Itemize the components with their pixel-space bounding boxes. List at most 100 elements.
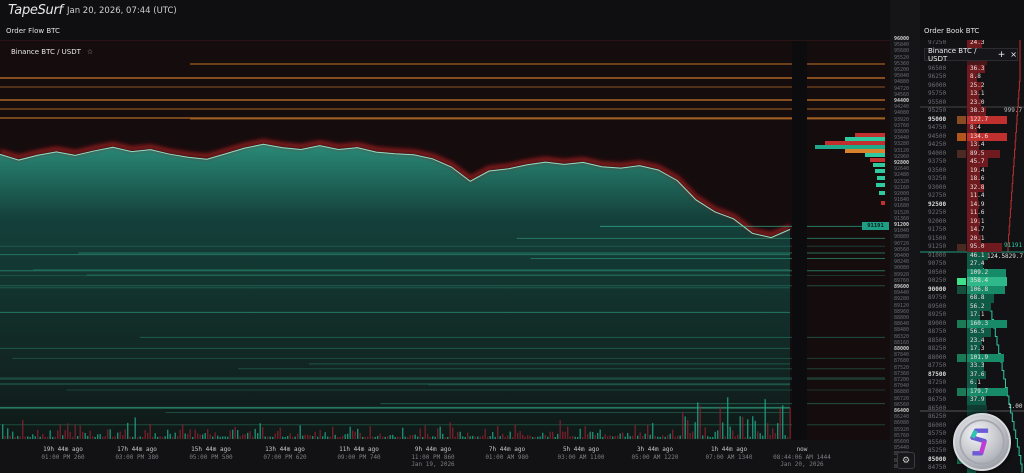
volume-bar	[244, 434, 246, 439]
price-axis-label: 92000	[894, 191, 910, 198]
volume-bar	[2, 424, 4, 439]
order-book-row[interactable]: 92250 11.6	[920, 209, 1024, 218]
order-book-row[interactable]: 93000 32.8	[920, 183, 1024, 192]
volume-bar	[437, 428, 439, 439]
volume-bar	[449, 422, 451, 439]
order-book-row[interactable]: 95250 38.3	[920, 107, 1024, 116]
volume-bar	[304, 434, 306, 439]
order-book-row[interactable]: 94250 13.4	[920, 141, 1024, 150]
order-book-row[interactable]: 86500	[920, 404, 1024, 413]
volume-bar	[764, 399, 766, 439]
order-book-row[interactable]: 87500 37.6	[920, 370, 1024, 379]
row-size: 17.3	[970, 345, 985, 352]
volume-bar	[172, 436, 174, 439]
order-book-row[interactable]: 91500 20.1	[920, 234, 1024, 243]
order-book-row[interactable]: 90000 106.8	[920, 285, 1024, 294]
symbol-selector[interactable]: Binance BTC / USDT ☆	[11, 48, 93, 56]
order-book-row[interactable]: 89250 17.1	[920, 311, 1024, 320]
order-book-row[interactable]: 86750 37.9	[920, 396, 1024, 405]
order-book-row[interactable]: 96000 25.2	[920, 81, 1024, 90]
volume-bar	[644, 433, 646, 439]
order-book-panel[interactable]: 97250 24.3 96500 36.3 96250 8.8 96000 25.2 95750…	[920, 40, 1024, 473]
last-price-label: 91191	[1004, 242, 1023, 249]
order-book-row[interactable]: 88750 56.5	[920, 328, 1024, 337]
row-size: 179.7	[970, 387, 989, 395]
order-book-row[interactable]: 95500 23.0	[920, 98, 1024, 107]
order-book-row[interactable]: 88500 23.4	[920, 336, 1024, 345]
depth-bar	[875, 169, 885, 173]
volume-bar	[104, 436, 106, 439]
order-book-row[interactable]: 87750 33.3	[920, 362, 1024, 371]
order-book-row[interactable]: 89500 56.2	[920, 302, 1024, 311]
row-size: 18.6	[970, 175, 985, 182]
order-book-row[interactable]: 93500 19.4	[920, 166, 1024, 175]
row-size: 13.4	[970, 141, 985, 148]
order-book-row[interactable]: 92500 14.9	[920, 200, 1024, 209]
price-axis[interactable]: 96000 95840 95680 95520 95360 95200 95040 94880…	[890, 0, 920, 473]
order-book-row[interactable]: 93250 18.6	[920, 175, 1024, 184]
order-book-row[interactable]: 91000 46.1	[920, 251, 1024, 260]
volume-bar	[729, 426, 731, 439]
order-book-row[interactable]: 91750 14.7	[920, 226, 1024, 235]
order-book-row[interactable]: 96250 8.8	[920, 73, 1024, 82]
order-book-row[interactable]: 88000 101.9	[920, 353, 1024, 362]
order-book-row[interactable]: 95000 122.7	[920, 115, 1024, 124]
volume-bar	[702, 435, 704, 439]
order-book-row[interactable]: 97250 24.3	[920, 40, 1024, 48]
star-icon[interactable]: ☆	[86, 48, 94, 56]
order-book-row[interactable]: 92000 19.1	[920, 217, 1024, 226]
order-flow-heatmap[interactable]	[0, 40, 890, 440]
volume-bar	[187, 434, 189, 439]
depth-bar	[815, 145, 885, 149]
time-label-date: Jan 19, 2026	[411, 461, 455, 468]
volume-bar	[447, 436, 449, 439]
order-book-row[interactable]: 90500 109.2	[920, 268, 1024, 277]
price-axis-label: 94560	[894, 91, 910, 98]
order-book-row[interactable]: 89750 68.8	[920, 294, 1024, 303]
row-size: 6.1	[970, 379, 981, 386]
volume-bar	[179, 429, 181, 439]
order-book-row[interactable]: 90750 27.4	[920, 260, 1024, 269]
order-book-row[interactable]: 94750 8.4	[920, 124, 1024, 133]
order-book-row[interactable]: 95750 13.1	[920, 90, 1024, 99]
volume-bar	[562, 431, 564, 439]
volume-bar	[604, 434, 606, 439]
volume-bar	[394, 436, 396, 439]
add-icon[interactable]: +	[997, 49, 1006, 60]
time-axis[interactable]: 19h 44m ago 01:00 PM 260 17h 44m ago 03:00 …	[0, 440, 890, 473]
row-price: 96250	[928, 73, 947, 80]
order-book-row[interactable]: 89000 160.3	[920, 319, 1024, 328]
order-book-row[interactable]: 94000 89.5	[920, 149, 1024, 158]
order-book-row[interactable]: 90250 358.4	[920, 277, 1024, 286]
volume-bar	[259, 423, 261, 439]
close-icon[interactable]: ×	[1010, 50, 1017, 59]
order-book-symbol-popup[interactable]: Binance BTC / USDT + ×	[924, 47, 1018, 63]
order-book-row[interactable]: 87250 6.1	[920, 379, 1024, 388]
time-label-time: 09:00 PM 740	[337, 453, 381, 461]
price-axis-label: 94240	[894, 104, 910, 111]
order-book-row[interactable]: 94500 134.6	[920, 132, 1024, 141]
price-axis-label: 86400	[894, 408, 910, 415]
row-size: 11.4	[970, 192, 985, 199]
order-book-row[interactable]: 91250 95.0	[920, 243, 1024, 252]
volume-bar	[692, 431, 694, 439]
volume-bar	[512, 436, 514, 439]
volume-bar	[44, 436, 46, 439]
volume-bar	[532, 436, 534, 439]
volume-bar	[477, 436, 479, 439]
volume-bar	[404, 436, 406, 439]
volume-bar	[202, 434, 204, 439]
order-book-row[interactable]: 92750 11.4	[920, 192, 1024, 201]
volume-bar	[339, 436, 341, 439]
volume-bar	[317, 436, 319, 439]
size-bar	[967, 362, 985, 371]
order-book-row[interactable]: 87000 179.7	[920, 387, 1024, 396]
row-price: 93250	[928, 175, 947, 182]
order-book-row[interactable]: 96500 36.3	[920, 64, 1024, 73]
settings-button[interactable]: ⚙	[897, 452, 915, 469]
price-axis-label: 87840	[894, 352, 910, 359]
order-book-row[interactable]: 93750 45.7	[920, 158, 1024, 167]
row-size: 23.4	[970, 336, 985, 344]
size-bar	[967, 183, 985, 192]
order-book-row[interactable]: 88250 17.3	[920, 345, 1024, 354]
